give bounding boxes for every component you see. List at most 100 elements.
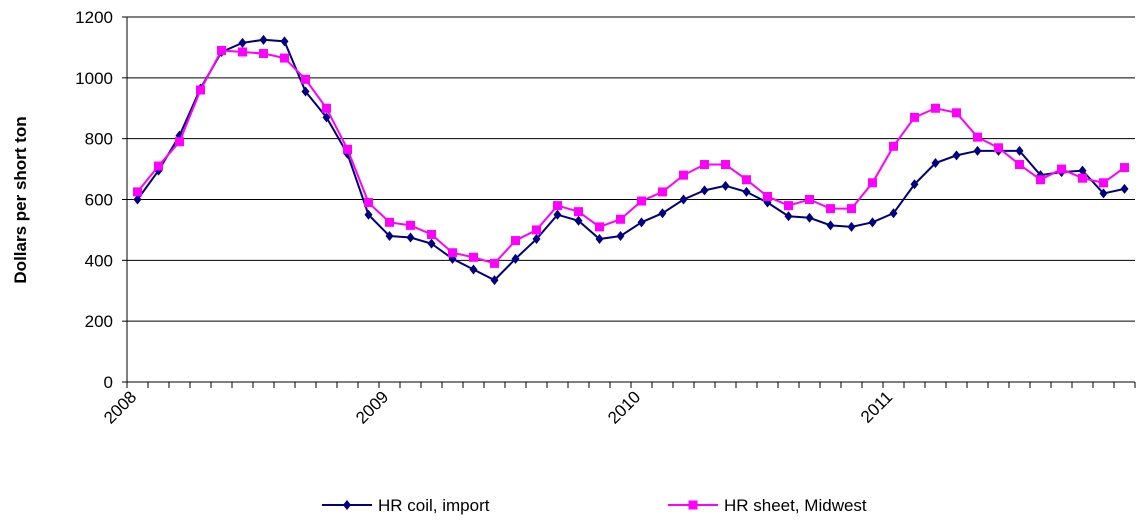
marker (679, 194, 688, 205)
marker (1036, 175, 1045, 185)
y-tick-label: 0 (104, 373, 113, 392)
y-tick-label: 1200 (75, 8, 113, 27)
marker (1078, 173, 1087, 183)
marker (889, 208, 898, 219)
marker (1078, 165, 1087, 176)
legend-label: HR sheet, Midwest (724, 496, 867, 515)
marker (448, 248, 457, 258)
marker (1099, 188, 1108, 199)
marker (1057, 164, 1066, 174)
marker (238, 47, 247, 57)
marker (301, 74, 310, 84)
marker (301, 86, 310, 97)
y-tick-label: 200 (85, 312, 113, 331)
marker (763, 191, 772, 201)
marker (952, 150, 961, 161)
marker (364, 209, 373, 220)
marker (616, 231, 625, 241)
marker (322, 112, 331, 123)
marker (322, 103, 331, 113)
marker (280, 36, 289, 47)
x-tick-label: 2008 (100, 387, 140, 427)
marker (469, 264, 478, 275)
marker (931, 103, 940, 113)
marker (175, 137, 184, 147)
marker (658, 208, 667, 219)
marker (616, 214, 625, 224)
marker (427, 229, 436, 239)
marker (385, 231, 394, 241)
y-tick-label: 600 (85, 191, 113, 210)
marker (910, 112, 919, 122)
marker (931, 158, 940, 168)
marker (805, 195, 814, 204)
marker (700, 185, 709, 196)
marker (784, 211, 793, 222)
y-tick-label: 400 (85, 251, 113, 270)
marker (595, 222, 604, 232)
marker (1015, 160, 1024, 170)
marker (133, 187, 142, 197)
marker (658, 187, 667, 197)
marker (574, 215, 583, 226)
x-tick-label: 2009 (352, 387, 392, 427)
marker (553, 209, 562, 220)
marker (784, 201, 793, 211)
marker (511, 236, 520, 246)
marker (133, 194, 142, 205)
marker (742, 186, 751, 197)
x-tick-label: 2010 (604, 387, 644, 427)
y-tick-label: 1000 (75, 69, 113, 88)
marker (973, 145, 982, 156)
marker (847, 221, 856, 232)
marker (826, 220, 835, 231)
marker (406, 232, 415, 243)
marker (742, 175, 751, 185)
marker (385, 217, 394, 227)
marker (637, 217, 646, 228)
marker (1015, 145, 1024, 156)
marker (700, 160, 709, 170)
marker (868, 178, 877, 188)
series-line (136, 38, 1125, 282)
marker (427, 238, 436, 249)
marker (721, 180, 730, 191)
marker (889, 141, 898, 151)
marker (1120, 163, 1129, 173)
marker (721, 160, 730, 170)
marker (343, 144, 352, 154)
marker (688, 500, 698, 510)
marker (847, 204, 856, 214)
marker (1099, 178, 1108, 188)
marker (952, 108, 961, 118)
marker (511, 253, 520, 264)
marker (574, 207, 583, 217)
marker (868, 217, 877, 228)
y-tick-label: 800 (85, 130, 113, 149)
marker (973, 132, 982, 142)
marker (343, 500, 351, 510)
marker (826, 204, 835, 214)
marker (259, 49, 268, 58)
marker (637, 196, 646, 206)
marker (994, 143, 1003, 153)
y-axis-label: Dollars per short ton (11, 116, 30, 283)
legend-label: HR coil, import (378, 496, 490, 515)
marker (469, 252, 478, 262)
marker (805, 212, 814, 223)
marker (532, 225, 541, 235)
marker (259, 34, 268, 45)
marker (553, 201, 562, 211)
marker (1120, 183, 1129, 194)
marker (238, 37, 247, 48)
marker (196, 85, 205, 95)
series-line (136, 49, 1126, 265)
marker (679, 170, 688, 180)
marker (217, 45, 226, 55)
marker (490, 258, 499, 268)
x-tick-label: 2011 (857, 387, 896, 426)
marker (406, 220, 415, 230)
marker (595, 234, 604, 245)
marker (490, 275, 499, 286)
